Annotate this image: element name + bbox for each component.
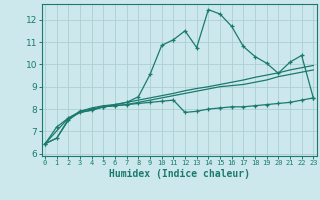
X-axis label: Humidex (Indice chaleur): Humidex (Indice chaleur)	[109, 169, 250, 179]
